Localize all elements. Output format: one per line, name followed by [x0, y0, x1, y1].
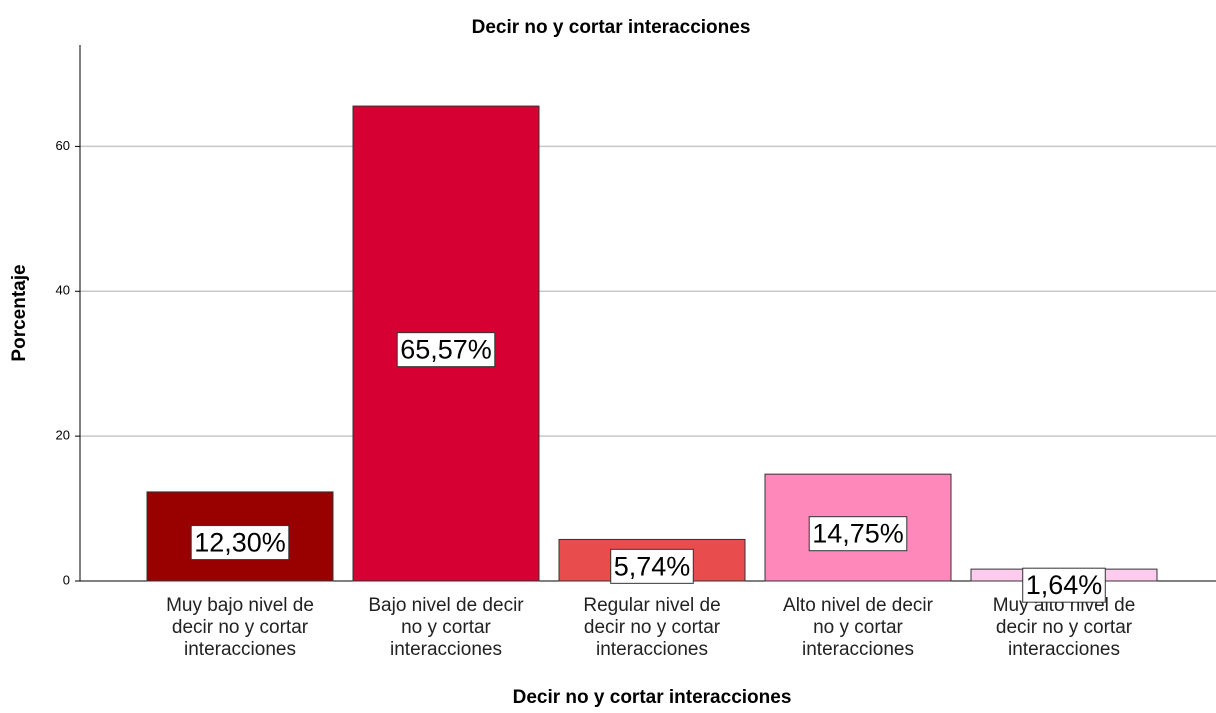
value-label: 65,57% — [400, 335, 492, 365]
y-tick-label: 20 — [56, 428, 70, 443]
bar — [146, 491, 334, 582]
value-label: 12,30% — [194, 528, 286, 558]
chart-title: Decir no y cortar interacciones — [472, 17, 751, 38]
y-tick-label: 60 — [56, 138, 70, 153]
y-tick-label: 0 — [63, 572, 70, 587]
x-axis-title: Decir no y cortar interacciones — [513, 687, 792, 708]
x-tick-label: Bajo nivel de decir no y cortar interaccio… — [368, 595, 524, 660]
value-label-box — [1022, 567, 1106, 603]
value-label-box — [190, 525, 290, 561]
value-label-box — [808, 516, 908, 552]
x-tick-label: Regular nivel de decir no y cortar interac… — [583, 595, 720, 660]
value-label: 5,74% — [614, 551, 691, 581]
y-tick-label: 40 — [56, 283, 70, 298]
value-label-box — [610, 548, 694, 584]
value-label: 14,75% — [812, 519, 904, 549]
x-tick-label: Muy bajo nivel de decir no y cortar intera… — [166, 595, 314, 660]
value-label-box — [396, 332, 496, 368]
y-axis-title: Porcentaje — [9, 264, 30, 361]
x-tick-label: Muy alto nivel de decir no y cortar intera… — [993, 595, 1136, 660]
value-label: 1,64% — [1026, 570, 1103, 600]
x-tick-label: Alto nivel de decir no y cortar interaccio… — [783, 595, 934, 660]
